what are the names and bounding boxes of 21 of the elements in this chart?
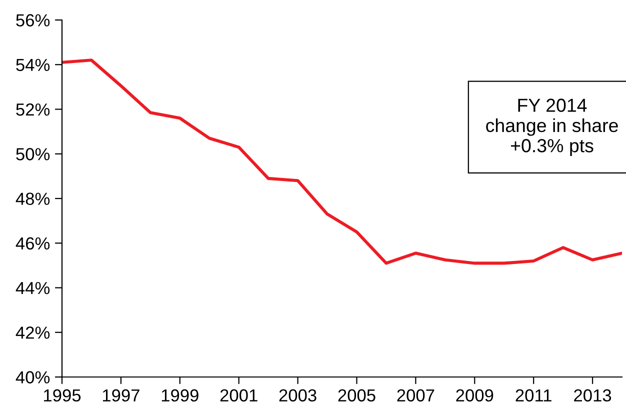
x-tick-label: 1999 [162, 389, 198, 402]
y-tick-label: 46% [16, 237, 50, 250]
line-series [62, 58, 622, 265]
x-tick-label: 2007 [397, 389, 434, 402]
y-tick-label: 50% [16, 148, 50, 160]
x-tick-label: 2009 [456, 389, 494, 402]
y-tick-label: 52% [16, 103, 50, 116]
y-tick-label: 48% [16, 192, 50, 205]
x-tick-label: 2013 [574, 389, 612, 402]
x-tick-label: 2011 [516, 389, 552, 402]
y-tick-label: 42% [16, 326, 50, 339]
x-tick-label: 2001 [220, 389, 258, 402]
x-tick-label: 2003 [279, 389, 316, 402]
y-tick-label: 54% [16, 58, 50, 72]
y-tick-label: 44% [16, 282, 50, 294]
x-tick-label: 1997 [102, 389, 140, 402]
x-tick-label: 1995 [44, 389, 81, 402]
x-tick-label: 2005 [338, 389, 376, 402]
y-tick-label: 56% [16, 14, 50, 26]
annotation: FY 2014 change in share +0.3% pts [486, 98, 618, 156]
y-tick-label: 40% [16, 371, 50, 384]
